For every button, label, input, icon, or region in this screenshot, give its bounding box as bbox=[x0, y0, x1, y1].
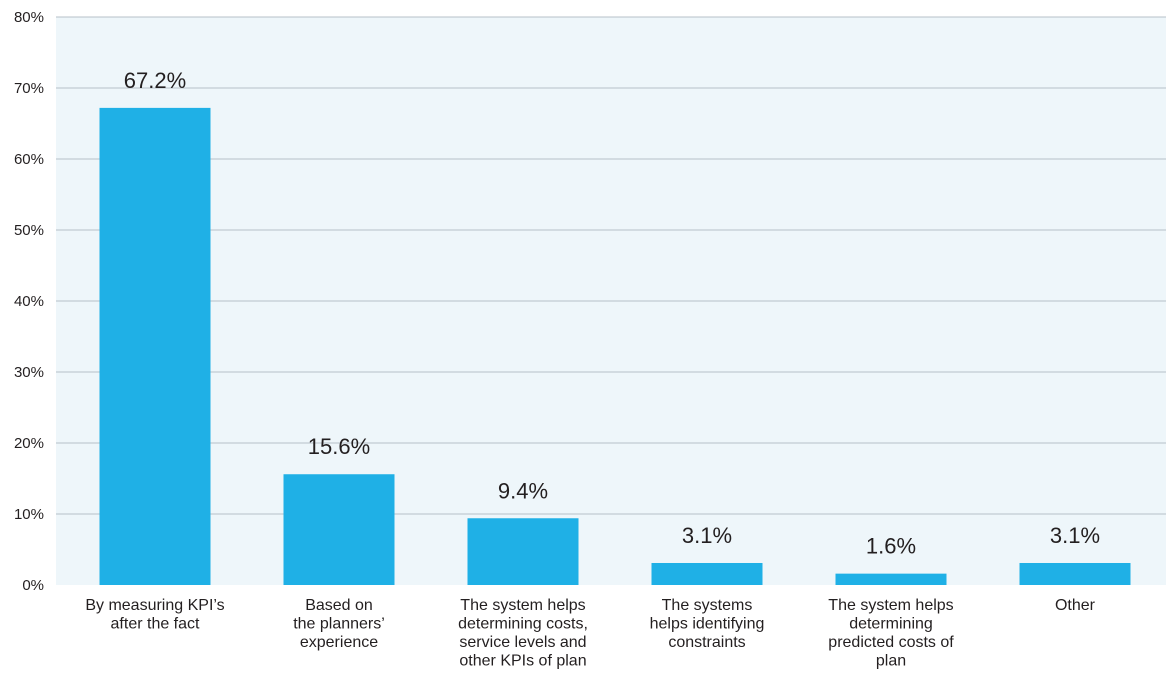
data-label: 3.1% bbox=[1050, 523, 1100, 548]
y-tick-label: 60% bbox=[14, 151, 44, 168]
x-tick-label: constraints bbox=[668, 634, 745, 651]
x-tick-label: The system helps bbox=[460, 597, 585, 614]
data-label: 15.6% bbox=[308, 434, 370, 459]
bar bbox=[835, 573, 947, 585]
bar bbox=[467, 518, 579, 585]
x-tick-label: plan bbox=[876, 653, 906, 670]
y-tick-label: 0% bbox=[22, 577, 44, 594]
x-tick-label: after the fact bbox=[111, 616, 200, 633]
x-tick-label: experience bbox=[300, 634, 378, 651]
y-tick-label: 70% bbox=[14, 80, 44, 97]
x-tick-label: helps identifying bbox=[650, 616, 765, 633]
x-tick-label: determining bbox=[849, 616, 933, 633]
x-tick-label: determining costs, bbox=[458, 616, 588, 633]
bar bbox=[99, 107, 211, 585]
y-tick-label: 10% bbox=[14, 506, 44, 523]
data-label: 3.1% bbox=[682, 523, 732, 548]
x-tick-label: By measuring KPI’s bbox=[85, 597, 224, 614]
x-tick-label: predicted costs of bbox=[828, 634, 954, 651]
x-tick-label: service levels and bbox=[459, 634, 586, 651]
x-tick-label: The systems bbox=[662, 597, 753, 614]
x-tick-label: Other bbox=[1055, 597, 1096, 614]
data-label: 1.6% bbox=[866, 534, 916, 559]
x-tick-label: The system helps bbox=[828, 597, 953, 614]
y-tick-label: 40% bbox=[14, 293, 44, 310]
y-tick-label: 80% bbox=[14, 9, 44, 26]
bar bbox=[283, 474, 395, 585]
x-tick-label: other KPIs of plan bbox=[459, 653, 586, 670]
x-tick-label: Based on bbox=[305, 597, 373, 614]
x-tick-label: the planners’ bbox=[293, 616, 385, 633]
data-label: 67.2% bbox=[124, 68, 186, 93]
data-label: 9.4% bbox=[498, 478, 548, 503]
bar bbox=[651, 562, 763, 585]
y-tick-label: 30% bbox=[14, 364, 44, 381]
bar bbox=[1019, 562, 1131, 585]
y-tick-label: 20% bbox=[14, 435, 44, 452]
y-tick-label: 50% bbox=[14, 222, 44, 239]
